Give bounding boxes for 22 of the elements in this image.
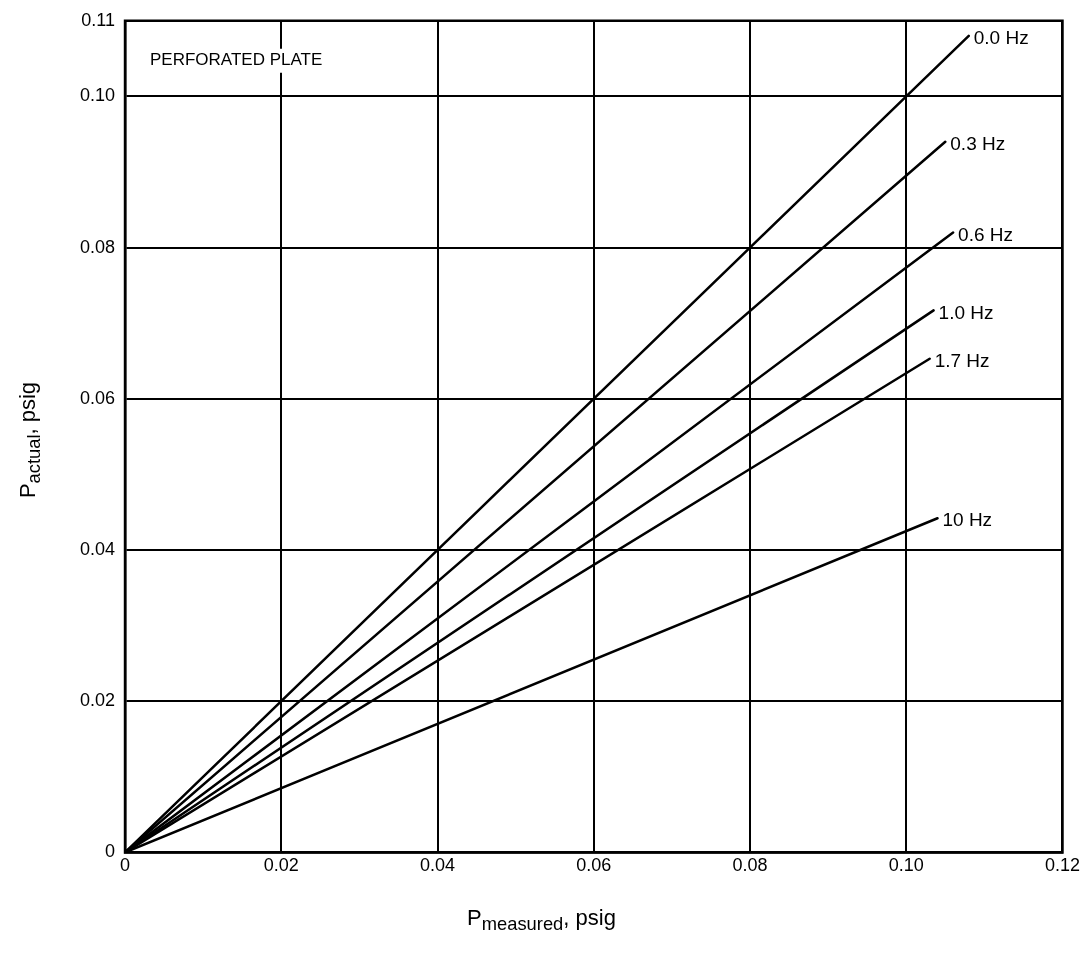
series-label: 0.6 Hz [958, 223, 1014, 245]
x-tick-label: 0.06 [576, 855, 612, 876]
x-tick-label: 0 [120, 855, 131, 876]
y-tick-label: 0.02 [79, 690, 116, 711]
y-tick-label: 0.10 [79, 85, 116, 106]
x-tick-label: 0.10 [888, 855, 924, 876]
x-tick-label: 0.02 [263, 855, 299, 876]
series-label: 1.0 Hz [938, 301, 994, 323]
y-tick-label: 0 [105, 841, 116, 862]
series-label: 10 Hz [942, 509, 993, 531]
y-tick-label: 0.06 [79, 387, 116, 408]
y-tick-label: 0.04 [79, 538, 116, 559]
x-tick-label: 0.08 [732, 855, 768, 876]
y-tick-label: 0.11 [81, 9, 116, 30]
series-label: 0.3 Hz [950, 132, 1006, 154]
series-label: 1.7 Hz [934, 349, 990, 371]
annotation: PERFORATED PLATE [150, 50, 323, 70]
x-tick-label: 0.12 [1044, 855, 1081, 876]
series-label: 0.0 Hz [973, 27, 1029, 49]
x-tick-label: 0.04 [419, 855, 456, 876]
x-axis-title: P$_{measured}$, psig [466, 905, 617, 936]
y-tick-label: 0.08 [79, 236, 116, 257]
